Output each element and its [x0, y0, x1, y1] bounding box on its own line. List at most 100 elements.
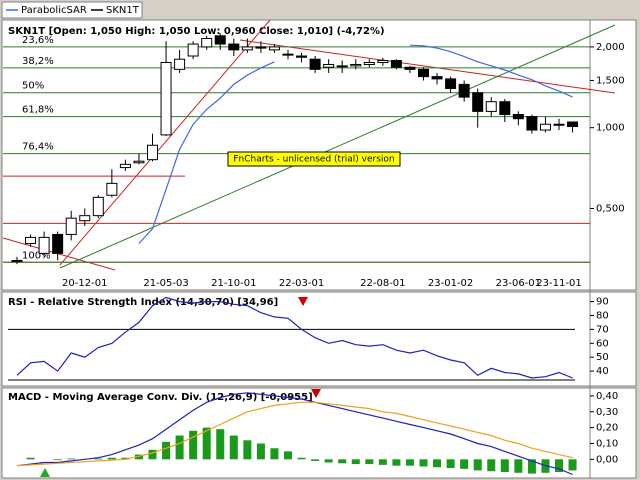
histogram-bar [148, 449, 157, 460]
histogram-bar [473, 459, 482, 471]
candle-body [499, 101, 511, 115]
histogram-bar [500, 459, 509, 472]
x-tick-label: 23-06-01 [496, 278, 541, 289]
buy-signal [40, 468, 50, 477]
trend-line [239, 39, 616, 94]
x-tick-label: 21-05-03 [143, 278, 188, 289]
y-tick-label: 1,000 [596, 123, 625, 134]
histogram-bar [53, 459, 62, 461]
histogram-bar [419, 459, 428, 467]
fib-label: 23,6% [22, 35, 54, 46]
histogram-bar [527, 459, 536, 474]
histogram-bar [67, 458, 76, 460]
macd-line [16, 392, 573, 476]
histogram-bar [351, 459, 360, 465]
histogram-bar [568, 459, 577, 471]
candle-body [282, 53, 294, 56]
candle-body [458, 83, 470, 98]
candle-body [228, 43, 240, 51]
x-tick-label: 23-11-01 [536, 278, 581, 289]
rsi-title: RSI - Relative Strength Index (14,30,70)… [8, 297, 278, 308]
x-tick-label: 22-03-01 [279, 278, 324, 289]
candle-body [214, 35, 226, 45]
candle-body [160, 61, 172, 136]
histogram-bar [189, 430, 198, 460]
y-tick-label: 0,10 [596, 438, 618, 449]
histogram-bar [216, 429, 225, 460]
candle-body [201, 38, 213, 48]
candle-body [147, 144, 158, 161]
histogram-bar [324, 459, 333, 463]
y-tick-label: 50 [596, 352, 609, 363]
histogram-bar [433, 459, 442, 468]
y-tick-label: 90 [596, 297, 609, 308]
histogram-bar [94, 458, 103, 460]
candle-body [567, 121, 579, 128]
candle-body [526, 116, 538, 131]
candle-body [418, 68, 429, 78]
fib-label: 38,2% [22, 56, 54, 67]
candle-body [363, 61, 375, 65]
candle-body [390, 60, 402, 68]
histogram-bar [555, 459, 563, 472]
fib-label: 61,8% [22, 105, 54, 116]
candle-body [255, 46, 267, 49]
candle-body [241, 46, 253, 51]
candle-body [431, 76, 443, 80]
histogram-bar [460, 459, 469, 469]
histogram-bar [378, 459, 387, 465]
histogram-bar [487, 459, 496, 472]
x-tick-label: 20-12-01 [62, 278, 107, 289]
macd-title: MACD - Moving Average Conv. Div. (12,26,… [8, 392, 313, 403]
sell-signal [298, 297, 308, 306]
histogram-bar [162, 441, 171, 460]
y-tick-label: 60 [596, 338, 609, 349]
candle-body [485, 101, 497, 112]
sell-signal [311, 389, 321, 398]
macd-line [16, 401, 573, 467]
x-tick-label: 22-08-01 [360, 278, 405, 289]
watermark-box [227, 151, 401, 167]
trend-line [59, 19, 271, 266]
candle-body [553, 123, 565, 126]
candle-body [323, 63, 335, 68]
histogram-bar [514, 459, 523, 473]
candle-body [472, 92, 484, 112]
y-tick-label: 0,500 [596, 203, 625, 214]
histogram-bar [243, 440, 252, 460]
candle-body [296, 55, 308, 58]
y-tick-label: 0,20 [596, 423, 618, 434]
candle-body [52, 233, 64, 254]
histogram-bar [256, 443, 265, 460]
y-tick-label: 40 [596, 366, 609, 377]
y-tick-label: 1,500 [596, 75, 625, 86]
x-tick-label: 23-01-02 [428, 278, 473, 289]
rsi-line [16, 296, 573, 379]
chart-title: SKN1T [Open: 1,050 High: 1,050 Low: 0,96… [8, 26, 385, 37]
histogram-bar [107, 457, 116, 460]
candle-body [92, 196, 104, 217]
histogram-bar [202, 427, 211, 460]
histogram-bar [121, 457, 130, 460]
candle-body [309, 58, 321, 70]
candle-body [11, 259, 23, 262]
histogram-bar [229, 435, 238, 460]
y-tick-label: 80 [596, 310, 609, 321]
candle-body [336, 65, 348, 68]
histogram-bar [175, 435, 184, 460]
candle-body [65, 217, 77, 235]
histogram-bar [26, 457, 35, 460]
candle-body [133, 160, 145, 164]
fib-label: 100% [22, 250, 51, 261]
watermark: FnCharts - unlicensed (trial) version [233, 155, 394, 165]
x-tick-label: 21-10-01 [211, 278, 256, 289]
histogram-bar [392, 459, 401, 466]
candle-body [539, 123, 551, 131]
legend-label: ParabolicSAR [21, 5, 87, 16]
candle-body [119, 163, 131, 169]
legend-box [1, 1, 143, 19]
fib-label: 76,4% [22, 142, 54, 153]
histogram-bar [338, 459, 347, 464]
candle-body [404, 66, 416, 70]
